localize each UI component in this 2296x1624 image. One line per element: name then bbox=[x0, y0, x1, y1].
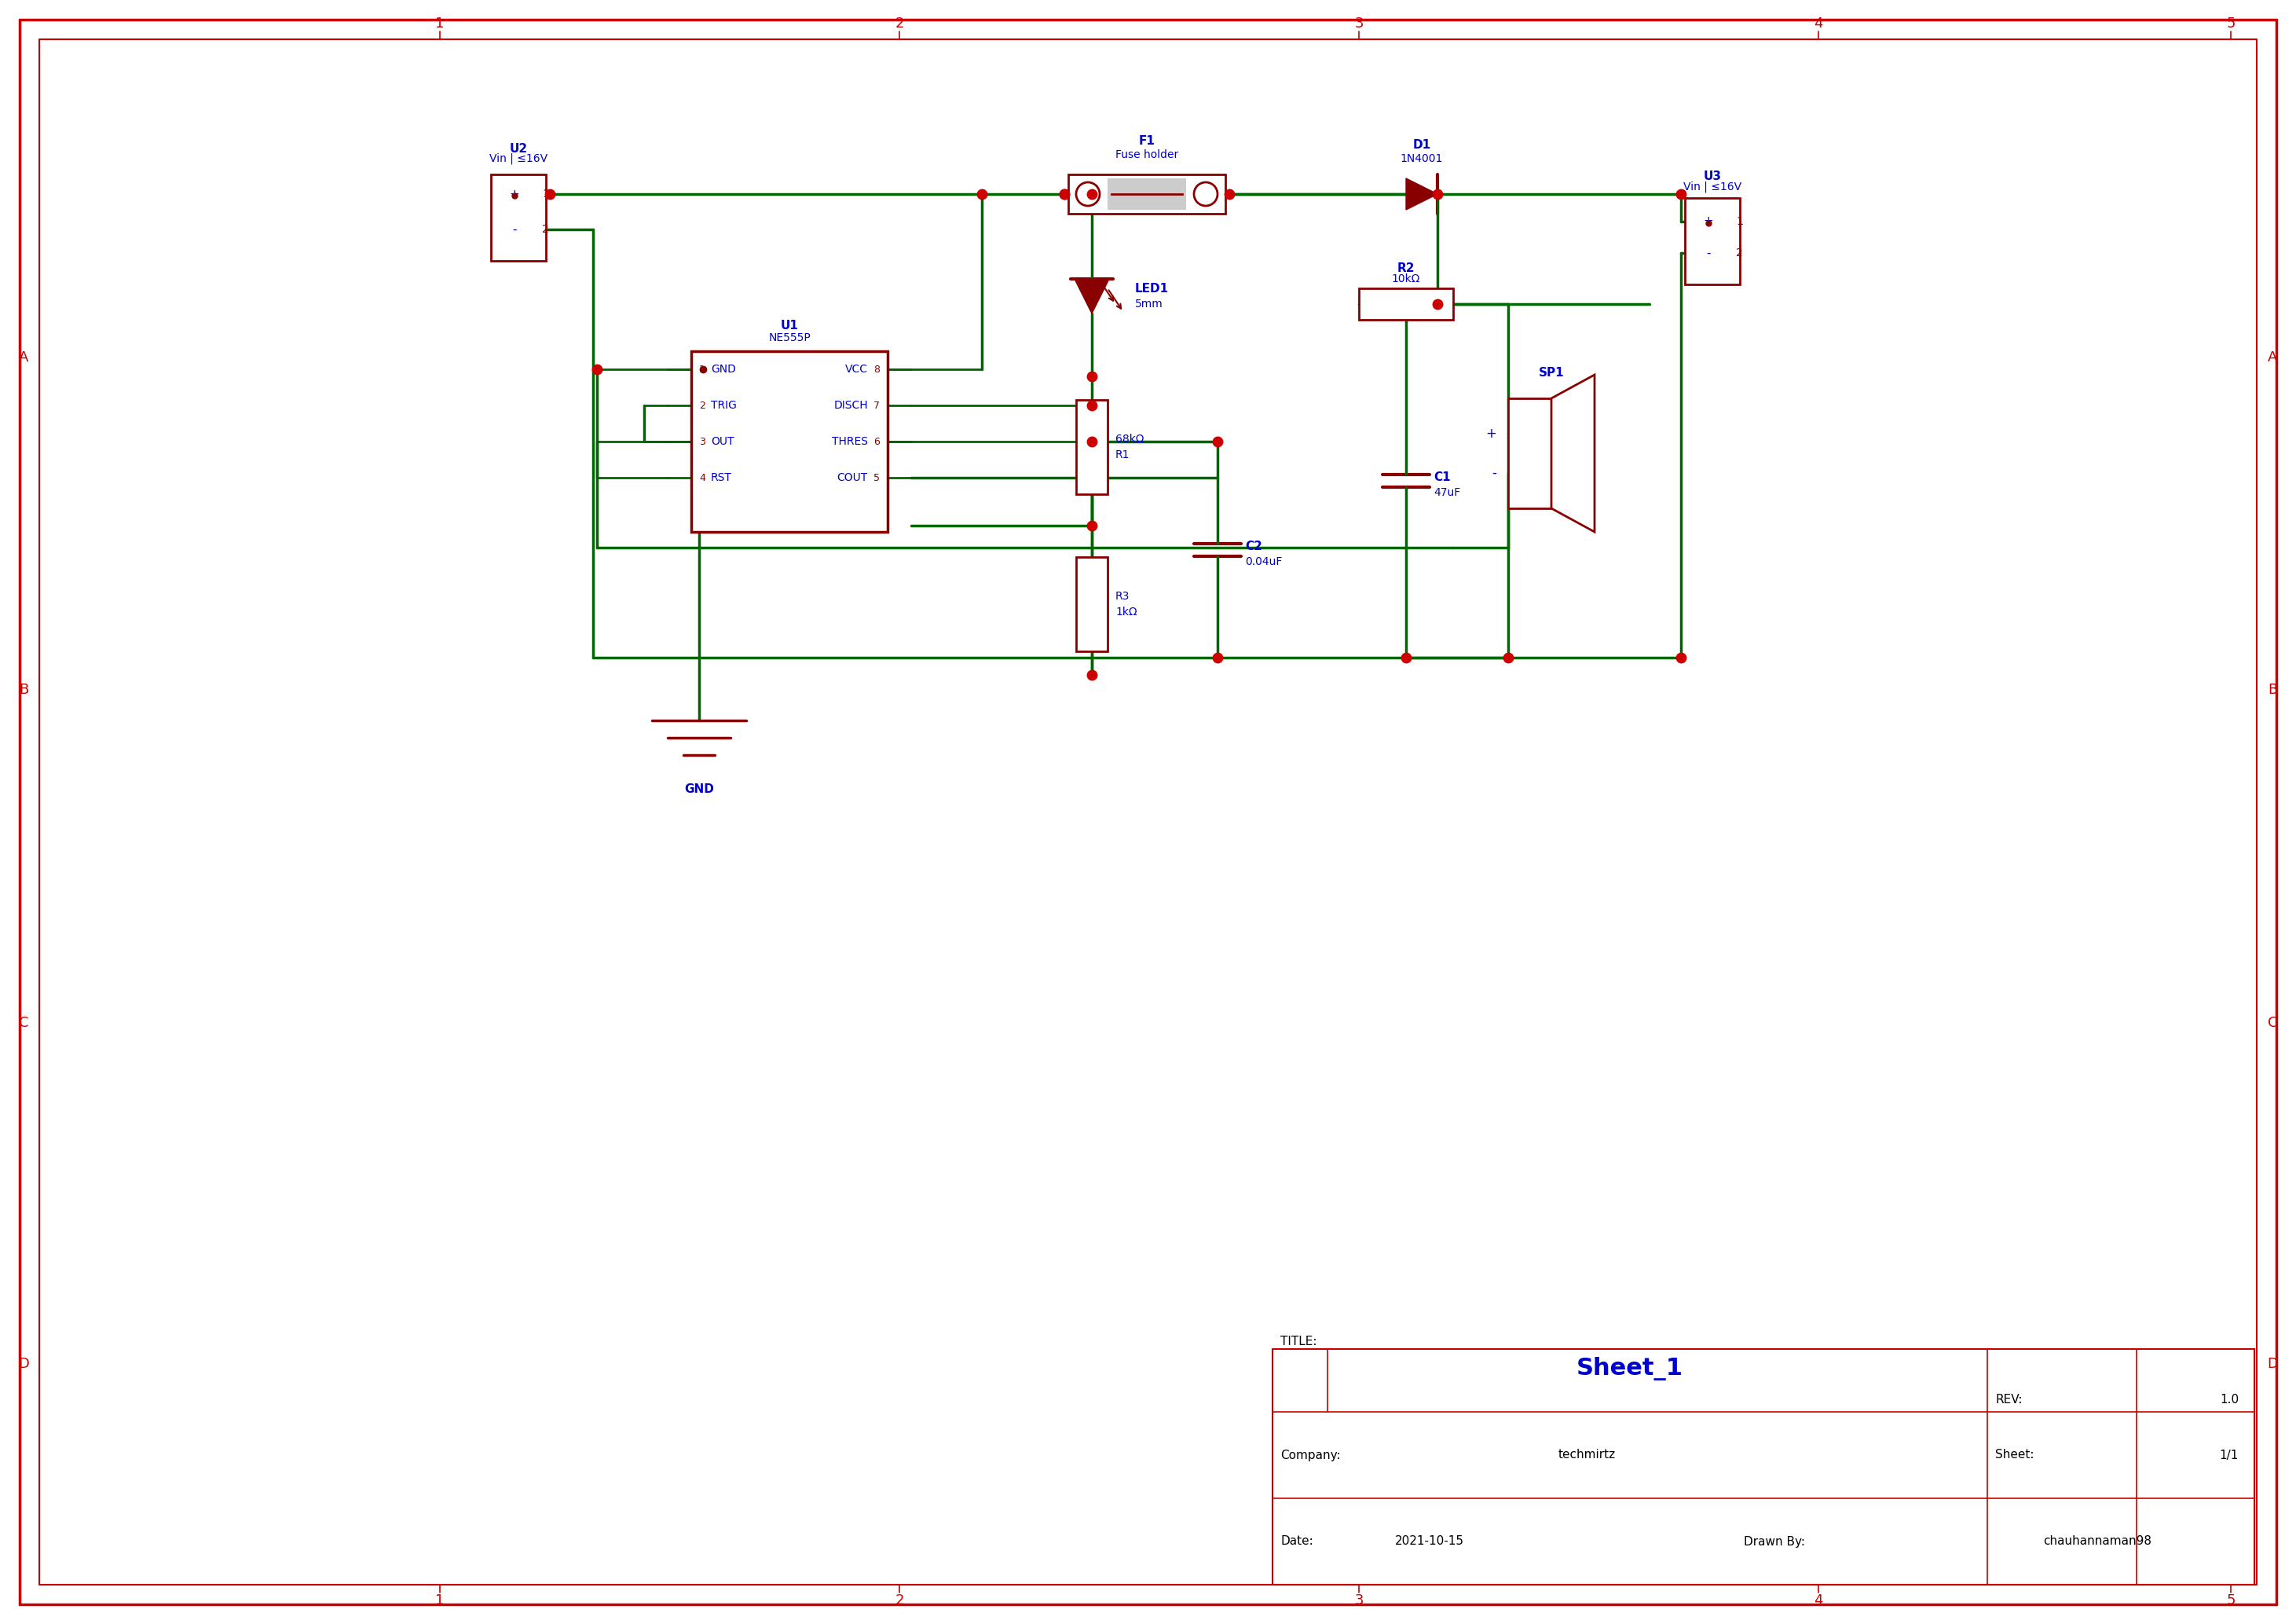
Polygon shape bbox=[1075, 279, 1109, 313]
Text: Vin | ≤16V: Vin | ≤16V bbox=[489, 153, 546, 164]
Text: Vin | ≤16V: Vin | ≤16V bbox=[1683, 182, 1740, 193]
FancyBboxPatch shape bbox=[1107, 179, 1187, 209]
Text: 1.0: 1.0 bbox=[2220, 1393, 2239, 1406]
Text: 4: 4 bbox=[1814, 16, 1823, 31]
Text: 1kΩ: 1kΩ bbox=[1116, 606, 1137, 617]
Text: 1: 1 bbox=[436, 1593, 445, 1608]
FancyBboxPatch shape bbox=[691, 351, 889, 533]
Text: chauhannaman98: chauhannaman98 bbox=[2043, 1536, 2151, 1548]
FancyBboxPatch shape bbox=[1685, 198, 1740, 284]
Text: GND: GND bbox=[684, 783, 714, 796]
Text: GND: GND bbox=[712, 364, 737, 375]
Text: COUT: COUT bbox=[838, 473, 868, 484]
Text: -: - bbox=[1706, 247, 1711, 258]
Text: 3: 3 bbox=[1355, 1593, 1364, 1608]
FancyBboxPatch shape bbox=[1508, 398, 1552, 508]
Text: 5mm: 5mm bbox=[1134, 299, 1164, 310]
Text: 2: 2 bbox=[895, 16, 905, 31]
Polygon shape bbox=[1405, 179, 1437, 209]
Text: Drawn By:: Drawn By: bbox=[1743, 1536, 1805, 1548]
Circle shape bbox=[1077, 182, 1100, 206]
Text: D1: D1 bbox=[1412, 140, 1430, 151]
Text: techmirtz: techmirtz bbox=[1559, 1449, 1616, 1462]
Text: D: D bbox=[18, 1358, 30, 1371]
Text: 1: 1 bbox=[1736, 216, 1743, 227]
Text: RST: RST bbox=[712, 473, 732, 484]
Text: OUT: OUT bbox=[712, 437, 735, 447]
Circle shape bbox=[1194, 182, 1217, 206]
Text: B: B bbox=[2268, 684, 2278, 697]
Text: +: + bbox=[510, 188, 519, 200]
Text: D: D bbox=[2266, 1358, 2278, 1371]
Text: -: - bbox=[1492, 466, 1497, 481]
FancyBboxPatch shape bbox=[1077, 557, 1107, 651]
Text: 5: 5 bbox=[872, 473, 879, 482]
Text: 5: 5 bbox=[2227, 16, 2236, 31]
Text: Fuse holder: Fuse holder bbox=[1116, 149, 1178, 161]
Polygon shape bbox=[1552, 375, 1593, 533]
Text: 1: 1 bbox=[436, 16, 445, 31]
Text: 2: 2 bbox=[1736, 247, 1743, 258]
Text: 3: 3 bbox=[698, 437, 705, 447]
Text: TITLE:: TITLE: bbox=[1281, 1335, 1318, 1346]
Text: 3: 3 bbox=[1355, 16, 1364, 31]
Text: 5: 5 bbox=[2227, 1593, 2236, 1608]
Text: Sheet_1: Sheet_1 bbox=[1577, 1358, 1683, 1380]
Text: THRES: THRES bbox=[831, 437, 868, 447]
Text: 1: 1 bbox=[698, 364, 705, 375]
Text: R2: R2 bbox=[1398, 263, 1414, 274]
Text: TRIG: TRIG bbox=[712, 400, 737, 411]
Text: 1: 1 bbox=[542, 188, 549, 200]
Text: 4: 4 bbox=[1814, 1593, 1823, 1608]
Text: NE555P: NE555P bbox=[769, 333, 810, 343]
Text: 2: 2 bbox=[542, 224, 549, 235]
Text: 1/1: 1/1 bbox=[2220, 1449, 2239, 1462]
Text: 7: 7 bbox=[872, 400, 879, 411]
Text: 4: 4 bbox=[698, 473, 705, 482]
Text: F1: F1 bbox=[1139, 135, 1155, 146]
Text: REV:: REV: bbox=[1995, 1393, 2023, 1406]
Text: -: - bbox=[512, 224, 517, 235]
Text: C2: C2 bbox=[1244, 541, 1263, 552]
FancyBboxPatch shape bbox=[1068, 174, 1226, 214]
Text: 1N4001: 1N4001 bbox=[1401, 153, 1444, 164]
Text: 6: 6 bbox=[872, 437, 879, 447]
Text: R3: R3 bbox=[1116, 591, 1130, 603]
Text: +: + bbox=[1704, 216, 1713, 227]
Text: A: A bbox=[2268, 351, 2278, 364]
Text: U1: U1 bbox=[781, 320, 799, 331]
Text: U2: U2 bbox=[510, 143, 528, 154]
Text: 10kΩ: 10kΩ bbox=[1391, 273, 1421, 284]
Text: C: C bbox=[18, 1017, 28, 1030]
Text: 47uF: 47uF bbox=[1433, 487, 1460, 499]
Text: DISCH: DISCH bbox=[833, 400, 868, 411]
Text: 0.04uF: 0.04uF bbox=[1244, 557, 1281, 567]
Text: B: B bbox=[18, 684, 28, 697]
Text: 2: 2 bbox=[698, 400, 705, 411]
Text: +: + bbox=[1486, 427, 1497, 440]
Text: 68kΩ: 68kΩ bbox=[1116, 434, 1143, 445]
Text: Date:: Date: bbox=[1281, 1536, 1313, 1548]
Text: 2021-10-15: 2021-10-15 bbox=[1396, 1536, 1465, 1548]
Text: A: A bbox=[18, 351, 28, 364]
Text: Company:: Company: bbox=[1281, 1449, 1341, 1462]
Text: VCC: VCC bbox=[845, 364, 868, 375]
Text: 2: 2 bbox=[895, 1593, 905, 1608]
Text: C1: C1 bbox=[1433, 471, 1451, 482]
FancyBboxPatch shape bbox=[1077, 400, 1107, 494]
Text: SP1: SP1 bbox=[1538, 367, 1564, 378]
FancyBboxPatch shape bbox=[491, 174, 546, 261]
FancyBboxPatch shape bbox=[1359, 289, 1453, 320]
Text: U3: U3 bbox=[1704, 171, 1722, 182]
Text: Sheet:: Sheet: bbox=[1995, 1449, 2034, 1462]
Text: LED1: LED1 bbox=[1134, 283, 1169, 294]
Text: R1: R1 bbox=[1116, 450, 1130, 461]
Text: 8: 8 bbox=[872, 364, 879, 375]
Text: C: C bbox=[2268, 1017, 2278, 1030]
